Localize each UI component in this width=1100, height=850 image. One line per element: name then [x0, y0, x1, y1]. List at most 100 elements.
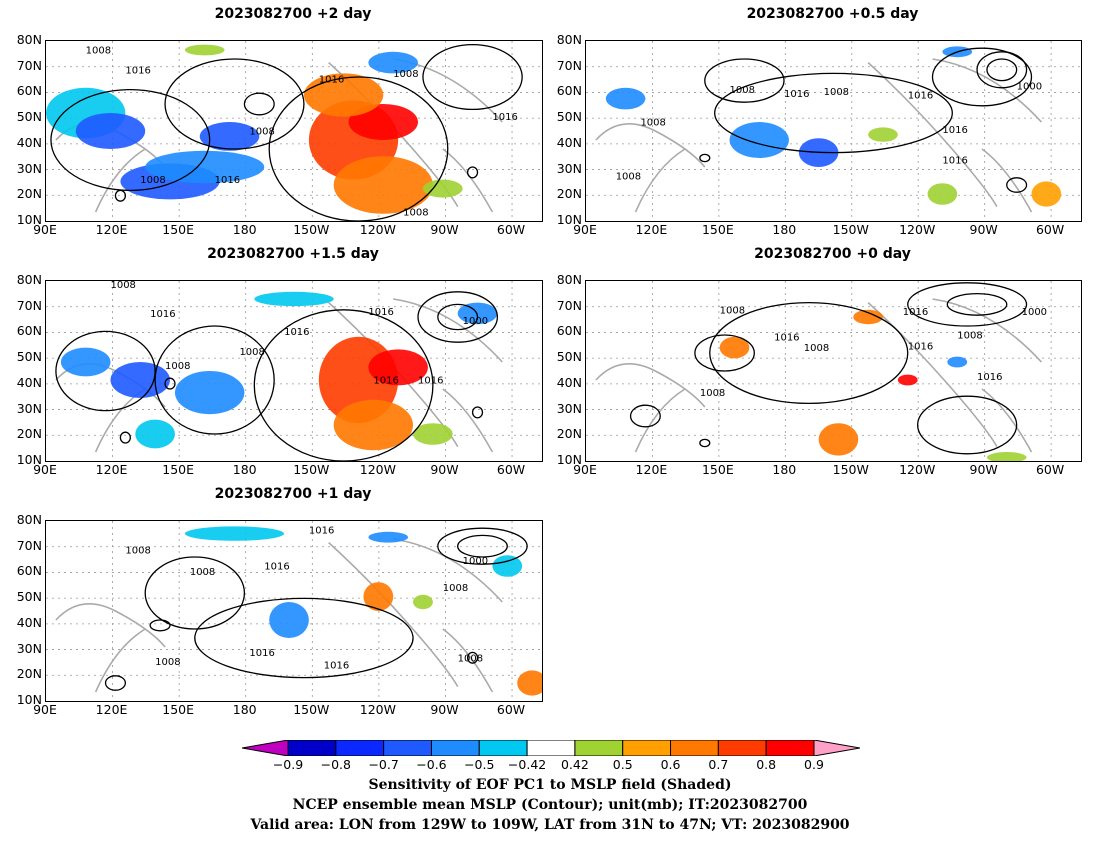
- mslp-contour: [422, 43, 523, 111]
- mslp-contour: [907, 282, 1028, 327]
- coastline: [55, 603, 166, 648]
- lon-label: 90W: [969, 462, 998, 477]
- colorbar-swatch: [717, 740, 767, 756]
- lat-label: 80N: [556, 272, 582, 287]
- mslp-contour: [253, 309, 434, 461]
- panel-title: 2023082700 +0.5 day: [746, 6, 919, 22]
- lat-label: 10N: [16, 692, 42, 707]
- map-canvas: 1008 1016 1016 1008 1016 1008 1016 1008 1008: [46, 41, 542, 221]
- mslp-contour: [714, 72, 953, 154]
- colorbar-swatch: [670, 740, 719, 756]
- map-canvas: 1008 1016 1008 1016 1000 1008 1016 1016 1008 1008: [46, 521, 542, 701]
- colorbar-label: −0.5: [464, 757, 495, 772]
- sensitivity-shading: [174, 371, 245, 415]
- lat-label: 60N: [16, 83, 42, 99]
- lat-label: 40N: [556, 134, 582, 150]
- sensitivity-shading: [492, 555, 523, 577]
- lon-label: 180: [772, 222, 797, 237]
- map-p05: 1008 1016 1008 1016 1000 1016 1016 1008 1008: [585, 40, 1082, 222]
- lon-label: 90E: [573, 222, 597, 237]
- contour-label: 1016: [903, 307, 928, 318]
- contour-label: 1008: [110, 281, 135, 291]
- lat-label: 80N: [16, 32, 42, 47]
- mslp-contour: [194, 597, 414, 679]
- lat-label: 30N: [556, 400, 582, 416]
- colorbar-swatch: [526, 740, 576, 756]
- sensitivity-shading: [333, 399, 414, 451]
- lat-label: 60N: [16, 563, 42, 579]
- contour-label: 1008: [403, 208, 428, 219]
- mslp-contour: [946, 292, 1008, 316]
- lat-label: 60N: [556, 83, 582, 99]
- mslp-contour: [437, 303, 479, 331]
- lon-label: 180: [232, 462, 257, 477]
- colorbar-label: −0.8: [320, 757, 351, 772]
- mslp-contour: [629, 404, 661, 428]
- sensitivity-shading: [818, 423, 859, 456]
- map-p2: 1008 1016 1016 1008 1016 1008 1016 1008 1008: [45, 40, 543, 222]
- sensitivity-shading: [269, 602, 309, 638]
- lon-label: 150W: [293, 702, 330, 717]
- sensitivity-shading: [145, 150, 265, 184]
- contour-label: 1008: [640, 118, 665, 129]
- lon-label: 120W: [359, 462, 396, 477]
- contour-label: 1008: [730, 85, 755, 96]
- contour-label: 1008: [443, 583, 468, 594]
- contour-label: 1016: [309, 526, 334, 537]
- colorbar-swatch: [574, 740, 624, 756]
- lat-label: 70N: [16, 297, 42, 313]
- colorbar-label: −0.9: [272, 757, 304, 772]
- sensitivity-shading: [986, 452, 1027, 461]
- coastline: [442, 628, 494, 693]
- lat-label: 20N: [16, 426, 42, 442]
- sensitivity-shading: [348, 104, 418, 140]
- mslp-contour: [104, 675, 127, 691]
- coastline: [932, 58, 1042, 123]
- coastline: [867, 62, 998, 207]
- contour-label: 1016: [125, 65, 150, 76]
- mslp-contour: [243, 92, 275, 116]
- panel-title: 2023082700 +2 day: [214, 6, 372, 22]
- lat-label: 10N: [16, 452, 42, 467]
- lon-label: 60W: [1035, 222, 1065, 237]
- lat-label: 60N: [556, 323, 582, 339]
- sensitivity-shading: [363, 582, 394, 611]
- sensitivity-shading: [413, 594, 433, 610]
- lon-label: 60W: [496, 462, 526, 477]
- lon-label: 90W: [969, 222, 998, 237]
- lat-label: 20N: [556, 186, 582, 202]
- lon-label: 150W: [832, 462, 869, 477]
- lat-label: 30N: [556, 160, 582, 176]
- lon-label: 120E: [95, 462, 128, 477]
- colorbar-label: −0.42: [507, 757, 547, 772]
- contour-label: 1016: [492, 112, 517, 123]
- mslp-contour: [164, 377, 176, 390]
- colorbar-label: 0.6: [660, 757, 681, 772]
- lat-label: 20N: [16, 186, 42, 202]
- lon-label: 120E: [635, 462, 668, 477]
- sensitivity-shading: [368, 51, 419, 74]
- sensitivity-shading: [303, 73, 384, 117]
- colorbar-high-arrow: [813, 740, 860, 756]
- coastline: [981, 148, 1033, 213]
- contour-label: 1008: [824, 87, 849, 98]
- mslp-contour: [119, 431, 131, 444]
- sensitivity-shading: [927, 183, 958, 205]
- coastline: [94, 148, 146, 213]
- lat-label: 80N: [16, 272, 42, 287]
- contour-label: 1008: [393, 69, 418, 80]
- mslp-contour: [699, 438, 711, 448]
- lon-label: 90W: [430, 222, 459, 237]
- sensitivity-shading: [719, 336, 750, 359]
- contour-label: 1008: [616, 172, 641, 183]
- lon-label: 150W: [293, 462, 330, 477]
- lon-label: 150E: [162, 462, 195, 477]
- mslp-contour: [144, 556, 246, 630]
- sensitivity-shading: [517, 670, 542, 696]
- contour-label: 1016: [784, 89, 809, 100]
- contour-label: 1008: [86, 46, 111, 57]
- contour-label: 1008: [165, 361, 190, 372]
- contour-label: 1016: [977, 372, 1002, 383]
- colorbar-label: −0.7: [368, 757, 399, 772]
- lon-label: 90E: [33, 702, 57, 717]
